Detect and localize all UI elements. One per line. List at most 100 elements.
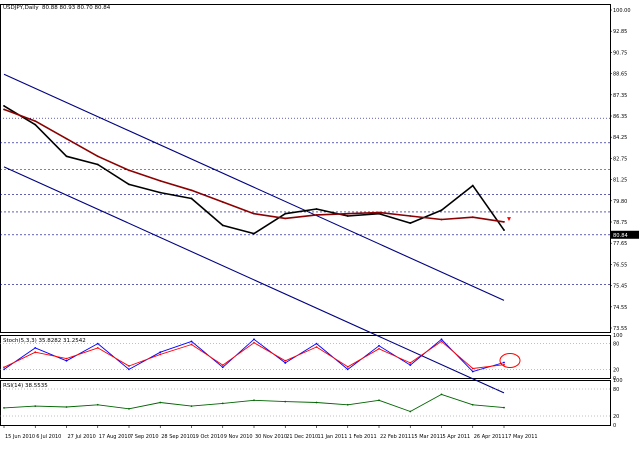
price-point bbox=[346, 212, 349, 215]
y-tick-label: 79.80 bbox=[613, 199, 627, 205]
stoch-y-tick-label: 80 bbox=[613, 342, 619, 348]
x-tick-label: 28 Sep 2010 bbox=[161, 434, 193, 440]
y-tick-label: 90.75 bbox=[613, 50, 627, 56]
current-price-box bbox=[611, 230, 639, 239]
stoch-point bbox=[253, 341, 255, 344]
stoch-point bbox=[221, 364, 224, 366]
stoch-point bbox=[471, 370, 474, 373]
x-tick-label: 7 Sep 2010 bbox=[130, 434, 159, 440]
x-tick-label: 15 Mar 2011 bbox=[411, 434, 443, 440]
x-tick-label: 21 Dec 2010 bbox=[286, 434, 318, 440]
current-price-label: 80.84 bbox=[613, 233, 629, 239]
chart-header-values: 80.88 80.93 80.70 80.84 bbox=[42, 5, 111, 11]
x-tick-label: 9 Nov 2010 bbox=[224, 434, 253, 440]
price-point bbox=[253, 212, 255, 215]
stoch-point bbox=[409, 364, 412, 366]
stoch-point bbox=[34, 351, 37, 354]
rsi-point bbox=[284, 400, 287, 403]
signal-arrow-down-icon bbox=[507, 217, 511, 222]
main-panel-frame bbox=[0, 4, 611, 333]
price-point bbox=[315, 208, 318, 210]
price-point bbox=[253, 232, 255, 235]
x-tick-label: 1 Feb 2011 bbox=[349, 434, 377, 440]
stoch-point bbox=[409, 362, 412, 364]
price-point bbox=[284, 212, 287, 215]
stoch-point bbox=[471, 367, 474, 370]
rsi-title: RSI(14) 38.5535 bbox=[3, 383, 48, 389]
price-point bbox=[315, 213, 318, 216]
price-point bbox=[503, 229, 505, 231]
y-tick-label: 87.35 bbox=[613, 93, 627, 99]
stoch-point bbox=[221, 366, 224, 369]
price-point bbox=[409, 215, 412, 217]
y-tick-label: 74.55 bbox=[613, 305, 627, 311]
price-point bbox=[440, 209, 443, 212]
y-tick-label: 76.55 bbox=[613, 262, 627, 268]
x-tick-label: 26 Apr 2011 bbox=[474, 434, 505, 440]
rsi-point bbox=[503, 406, 505, 409]
y-tick-label: 84.25 bbox=[613, 135, 627, 141]
stoch-highlight-ellipse bbox=[499, 353, 521, 369]
stoch-point bbox=[34, 347, 37, 349]
x-tick-label: 5 Apr 2011 bbox=[443, 434, 471, 440]
stoch-point bbox=[315, 342, 318, 345]
y-tick-label: 78.75 bbox=[613, 220, 627, 226]
stoch-point bbox=[96, 342, 99, 345]
y-tick-label: 75.45 bbox=[613, 284, 627, 290]
y-tick-label: 86.35 bbox=[613, 114, 627, 120]
price-point bbox=[284, 217, 287, 220]
rsi-point bbox=[378, 399, 380, 402]
price-point bbox=[159, 179, 162, 182]
stoch-point bbox=[128, 365, 130, 367]
rsi-point bbox=[253, 399, 255, 402]
price-point bbox=[221, 201, 224, 203]
price-point bbox=[190, 197, 193, 200]
price-point bbox=[346, 215, 349, 217]
rsi-y-tick-label: 80 bbox=[613, 387, 619, 393]
rsi-point bbox=[440, 393, 443, 396]
stoch-point bbox=[440, 338, 443, 341]
stoch-point bbox=[65, 359, 68, 362]
price-point bbox=[128, 183, 130, 186]
price-point bbox=[409, 222, 412, 224]
price-point bbox=[3, 105, 5, 107]
stoch-point bbox=[378, 347, 380, 350]
channel-line-1 bbox=[3, 73, 505, 301]
rsi-point bbox=[34, 405, 37, 407]
rsi-point bbox=[190, 405, 193, 407]
x-tick-label: 22 Feb 2011 bbox=[380, 434, 411, 440]
stoch-point bbox=[159, 353, 162, 356]
y-tick-label: 73.55 bbox=[613, 326, 627, 332]
chart-title: USDJPY,Daily bbox=[3, 5, 39, 11]
price-point bbox=[190, 189, 193, 192]
stoch-point bbox=[284, 359, 287, 362]
price-point bbox=[3, 108, 5, 111]
rsi-point bbox=[409, 410, 412, 413]
y-tick-label: 92.85 bbox=[613, 29, 627, 35]
price-point bbox=[96, 163, 99, 166]
y-tick-label: 81.25 bbox=[613, 178, 627, 184]
price-point bbox=[34, 123, 37, 126]
stoch-point bbox=[65, 357, 68, 360]
price-point bbox=[34, 120, 37, 123]
stoch-point bbox=[253, 338, 255, 341]
price-point bbox=[378, 211, 380, 214]
stoch-point bbox=[503, 363, 505, 366]
x-tick-label: 6 Jul 2010 bbox=[36, 434, 61, 440]
stoch-panel-frame bbox=[0, 335, 611, 379]
y-tick-label: 82.75 bbox=[613, 156, 627, 162]
rsi-y-tick-label: 0 bbox=[613, 423, 616, 429]
rsi-point bbox=[315, 401, 318, 404]
x-tick-label: 30 Nov 2010 bbox=[255, 434, 287, 440]
rsi-point bbox=[346, 403, 349, 406]
rsi-point bbox=[128, 407, 130, 410]
rsi-point bbox=[96, 403, 99, 406]
stoch-point bbox=[503, 361, 505, 364]
x-tick-label: 11 Jan 2011 bbox=[318, 434, 348, 440]
y-tick-label: 77.65 bbox=[613, 241, 627, 247]
stoch-point bbox=[159, 351, 162, 354]
stoch-point bbox=[346, 365, 349, 368]
price-point bbox=[96, 155, 99, 158]
